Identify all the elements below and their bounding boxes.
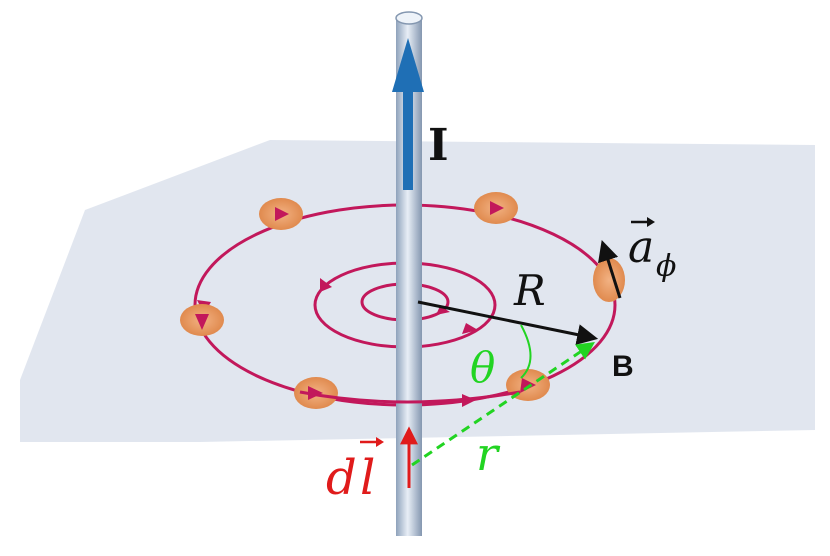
current-element-label: d l [326, 437, 384, 506]
unit-vector-phi: ϕ [656, 249, 676, 284]
current-wire [392, 11, 424, 536]
element-d: d [326, 450, 357, 506]
element-vector-head [376, 437, 384, 447]
angle-label: θ [470, 343, 495, 392]
current-arrow-head [392, 38, 424, 92]
distance-label: r [476, 427, 501, 481]
radius-vector [417, 300, 599, 345]
radius-label: R [513, 266, 546, 315]
field-line-front [299, 390, 521, 404]
distance-vector [411, 341, 595, 467]
angle-arc [520, 324, 532, 379]
unit-vector-a: a [628, 222, 654, 273]
charge-disc-arrow [195, 314, 209, 330]
unit-vector-head [647, 217, 655, 227]
field-arrow [462, 394, 476, 407]
field-arrow [462, 323, 478, 334]
field-arrow [436, 306, 450, 315]
field-label: B [612, 350, 634, 383]
wire-top [395, 11, 423, 25]
unit-vector-label: a ϕ [628, 217, 676, 284]
unit-vector-a-phi [598, 239, 622, 299]
charge-disc-arrow [275, 207, 289, 221]
charge-disc-arrow [490, 201, 504, 215]
current-label: I [428, 120, 449, 171]
current-arrow-shaft [403, 70, 413, 190]
field-arrow [320, 278, 332, 292]
element-l: l [360, 450, 375, 506]
charge-disc-arrow [308, 386, 323, 400]
